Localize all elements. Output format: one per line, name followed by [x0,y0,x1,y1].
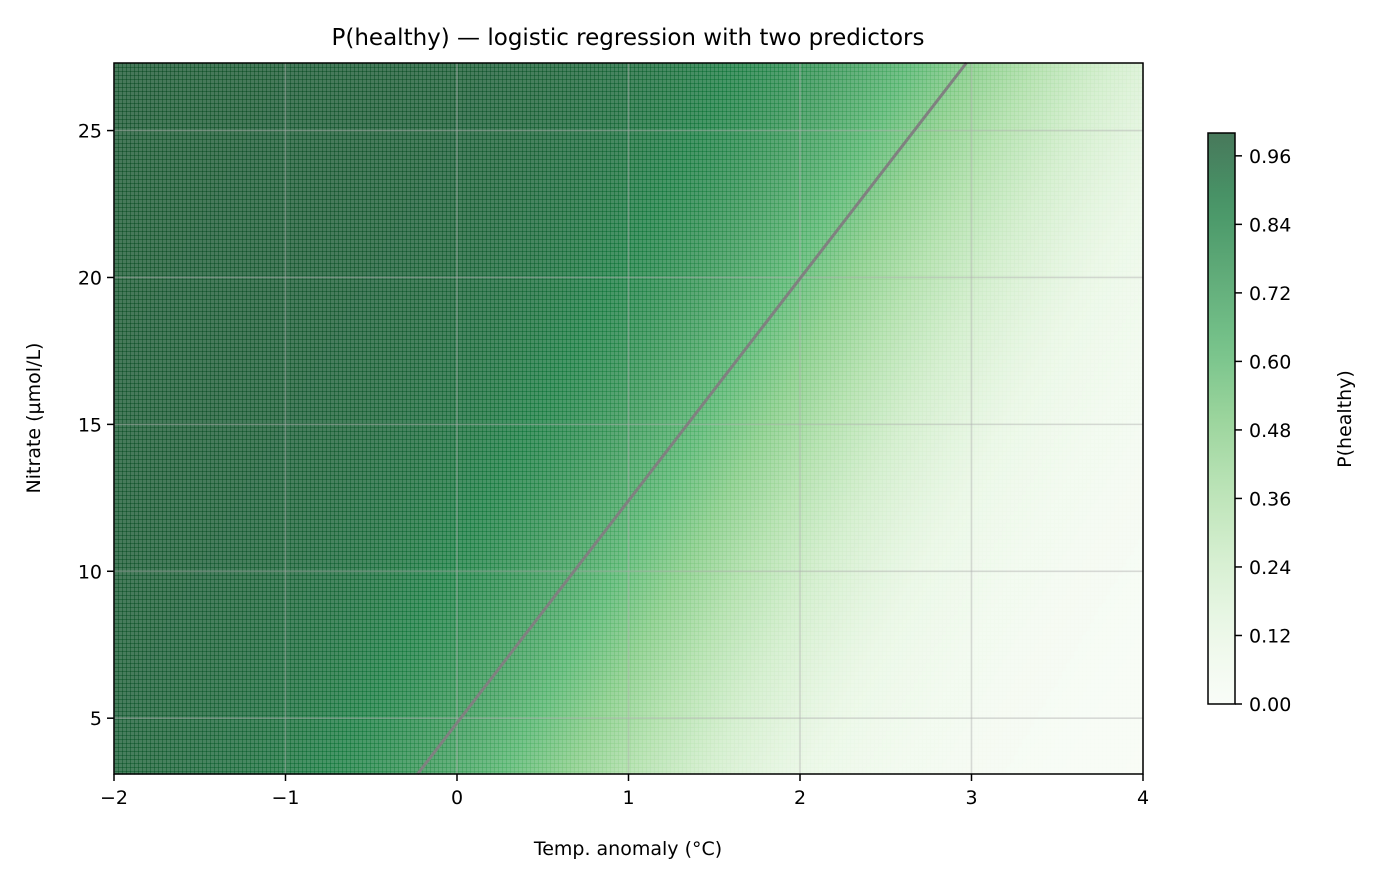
y-tick-label: 10 [78,561,102,583]
y-tick-label: 20 [78,267,102,289]
colorbar-tick-label: 0.36 [1249,488,1291,510]
colorbar-tick-label: 0.84 [1249,214,1291,236]
x-tick-label: −1 [271,787,299,809]
x-tick-label: 0 [451,787,463,809]
x-tick-label: 2 [794,787,806,809]
y-tick-label: 15 [78,414,102,436]
y-tick-label: 25 [78,121,102,143]
x-tick-label: 3 [965,787,977,809]
x-tick-label: 1 [622,787,634,809]
colorbar-tick-label: 0.24 [1249,557,1291,579]
colorbar-tick-label: 0.48 [1249,420,1291,442]
colorbar-gradient [1208,133,1235,704]
chart-title: P(healthy) — logistic regression with tw… [332,25,925,51]
colorbar-tick-label: 0.60 [1249,351,1291,373]
x-axis-ticks: −2 −1 0 1 2 3 4 [100,774,1149,809]
colorbar-tick-label: 0.72 [1249,283,1291,305]
colorbar-tick-label: 0.96 [1249,146,1291,168]
y-tick-label: 5 [90,708,102,730]
x-axis-label: Temp. anomaly (°C) [533,838,722,860]
colorbar: 0.00 0.12 0.24 0.36 0.48 0.60 0.72 0.84 0.96 [1208,133,1291,716]
colorbar-tick-label: 0.00 [1249,694,1291,716]
y-axis-ticks: 5 10 15 20 25 [78,121,114,731]
x-tick-label: −2 [100,787,128,809]
colorbar-label: P(healthy) [1334,370,1356,468]
y-axis-label: Nitrate (µmol/L) [23,343,45,494]
colorbar-tick-label: 0.12 [1249,625,1291,647]
x-tick-label: 4 [1137,787,1149,809]
